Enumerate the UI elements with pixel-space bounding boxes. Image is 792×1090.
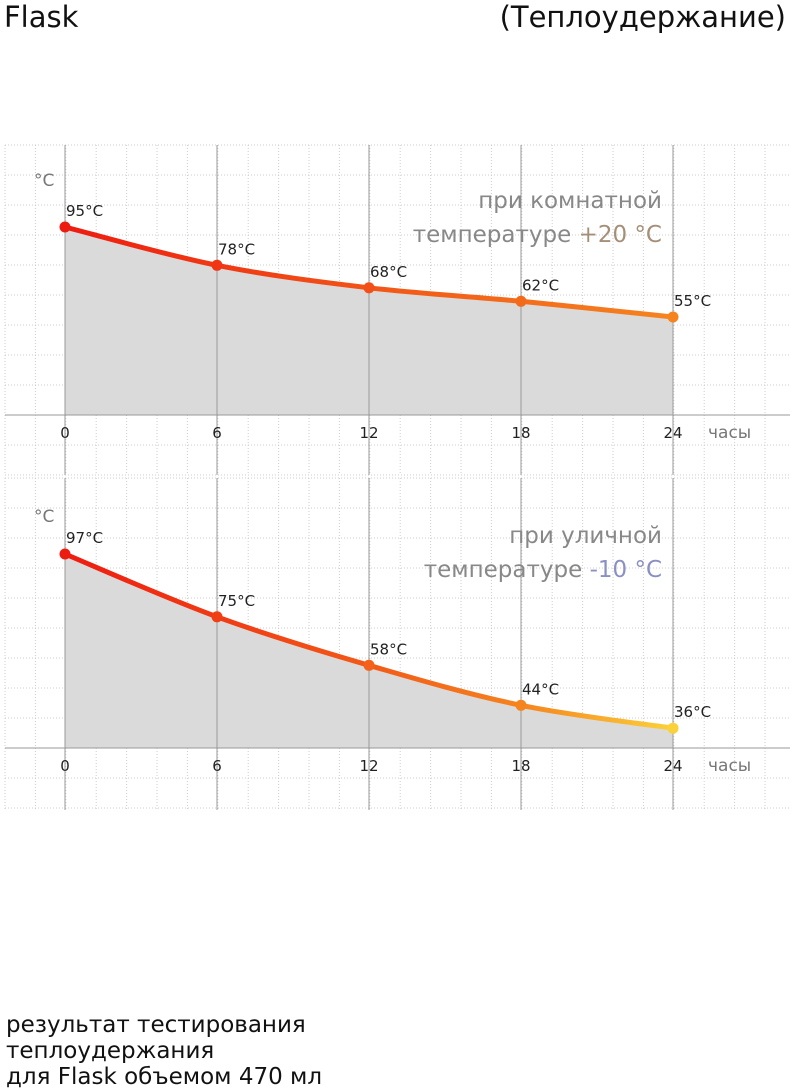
x-tick-label: 12 <box>359 424 378 442</box>
note-temperature-value: +20 °C <box>579 222 662 248</box>
data-point <box>515 699 527 711</box>
brand-title: Flask <box>4 0 79 34</box>
x-tick-label: 24 <box>663 424 682 442</box>
x-axis-label: часы <box>708 423 751 443</box>
data-point <box>363 659 375 671</box>
footer-caption: результат тестирования теплоудержания дл… <box>6 1012 322 1090</box>
data-label: 97°C <box>66 529 103 547</box>
data-label: 36°C <box>674 703 711 721</box>
data-label: 58°C <box>370 640 407 658</box>
x-tick-label: 18 <box>511 424 530 442</box>
x-tick-label: 24 <box>663 757 682 775</box>
x-tick-label: 18 <box>511 757 530 775</box>
y-axis-label: °C <box>34 171 54 191</box>
data-label: 78°C <box>218 240 255 258</box>
data-point <box>211 611 223 623</box>
y-axis-label: °C <box>34 507 54 527</box>
data-label: 55°C <box>674 292 711 310</box>
data-label: 75°C <box>218 592 255 610</box>
x-tick-label: 0 <box>60 424 70 442</box>
data-point <box>211 259 223 271</box>
data-label: 62°C <box>522 276 559 294</box>
footer-line-3: для Flask объемом 470 мл <box>6 1064 323 1090</box>
x-tick-label: 0 <box>60 757 70 775</box>
chart-2: 97°C 75°C 58°C 44°C 36°C 0 6 12 18 24 часы °C при ул… <box>4 477 790 810</box>
footer-line-2: теплоудержания <box>6 1038 215 1064</box>
data-label: 44°C <box>522 680 559 698</box>
page-subtitle: (Теплоудержание) <box>499 0 786 34</box>
x-tick-label: 6 <box>212 424 222 442</box>
data-point <box>59 221 71 233</box>
note-line-1: при комнатной <box>478 188 662 214</box>
note-line-1: при уличной <box>509 523 662 549</box>
note-temperature-value: -10 °C <box>590 557 662 583</box>
x-axis-label: часы <box>708 756 751 776</box>
data-point <box>667 722 679 734</box>
data-point <box>363 282 375 294</box>
data-point <box>515 295 527 307</box>
x-tick-label: 12 <box>359 757 378 775</box>
data-point <box>59 548 71 560</box>
note-line-2: температуре +20 °C <box>413 222 662 248</box>
note-line-2: температуре -10 °C <box>424 557 662 583</box>
x-tick-label: 6 <box>212 757 222 775</box>
chart-1: 95°C 78°C 68°C 62°C 55°C 0 6 12 18 24 часы °C при ко… <box>4 144 790 476</box>
data-label: 95°C <box>66 202 103 220</box>
data-label: 68°C <box>370 263 407 281</box>
footer-line-1: результат тестирования <box>6 1012 306 1038</box>
data-point <box>667 311 679 323</box>
